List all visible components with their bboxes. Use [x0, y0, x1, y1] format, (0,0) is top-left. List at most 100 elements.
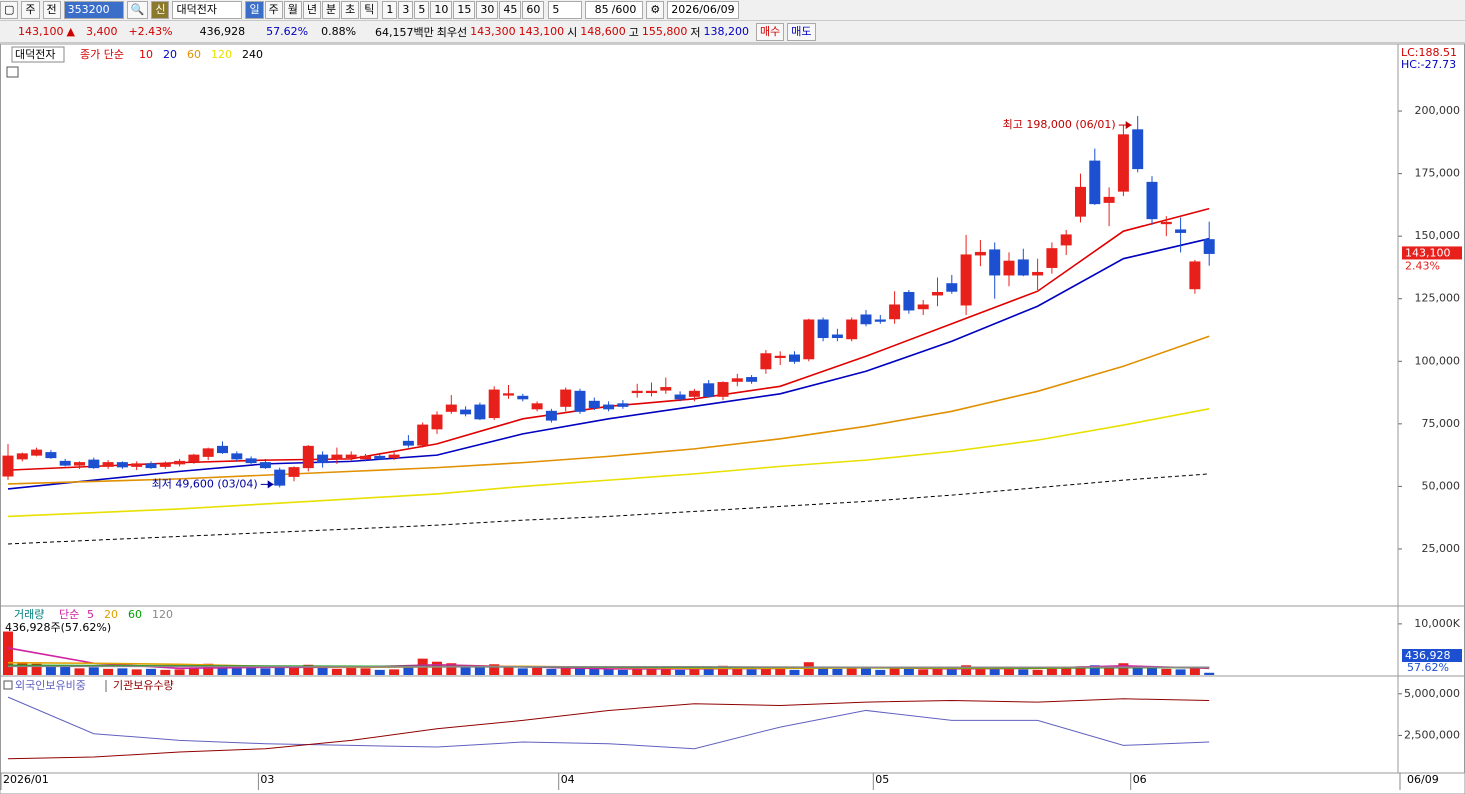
- period-button[interactable]: 일: [245, 1, 264, 19]
- period-button[interactable]: 60: [522, 1, 545, 19]
- candle-body: [646, 390, 657, 394]
- candle-body: [1017, 259, 1029, 276]
- candle-body: [874, 319, 886, 322]
- best-label: 최우선: [436, 25, 468, 39]
- annotation: 최저 49,600 (03/04): [152, 477, 258, 490]
- period-button[interactable]: 1: [382, 1, 398, 19]
- volume-bar: [446, 663, 457, 675]
- candle-body: [974, 251, 986, 256]
- search-button[interactable]: 🔍: [126, 1, 149, 19]
- count-input[interactable]: 5: [548, 1, 583, 19]
- y-tick-label: 175,000: [1415, 167, 1461, 180]
- sell-button[interactable]: 매도: [787, 22, 816, 41]
- period-button[interactable]: 30: [476, 1, 499, 19]
- volume-bar: [617, 669, 628, 675]
- candle-body: [1203, 239, 1215, 254]
- period-button[interactable]: 분: [321, 1, 341, 19]
- code-input[interactable]: 353200: [63, 1, 124, 19]
- volume-bar: [789, 669, 800, 675]
- candle-body: [445, 404, 457, 412]
- candle-body: [31, 449, 43, 456]
- volume-bar: [360, 668, 371, 675]
- turnover: 0.88%: [321, 25, 357, 38]
- volume-bar: [975, 667, 986, 675]
- volume-bar: [775, 668, 786, 675]
- prev-button[interactable]: 전: [42, 1, 61, 19]
- last-price: 143,100: [1405, 246, 1451, 259]
- x-end-label: 06/09: [1407, 773, 1439, 786]
- volume-bar: [1075, 666, 1086, 675]
- legend-title: 거래량: [14, 608, 44, 621]
- volume-bar: [1204, 672, 1215, 675]
- market-select[interactable]: 주: [21, 1, 40, 19]
- candle-body: [1175, 229, 1187, 233]
- volume-bar: [103, 668, 114, 675]
- candle-body: [817, 319, 829, 339]
- candle-body: [917, 304, 929, 310]
- change: 3,400: [85, 25, 118, 38]
- candle-body: [674, 394, 686, 400]
- period-button[interactable]: 주: [264, 1, 283, 19]
- candle-body: [116, 462, 128, 468]
- period-button[interactable]: 15: [453, 1, 476, 19]
- volume-bar: [603, 669, 614, 675]
- period-button[interactable]: 틱: [360, 1, 379, 19]
- candle-body: [88, 459, 100, 469]
- y-tick-label: 125,000: [1415, 292, 1461, 305]
- chart-bg: [0, 44, 1465, 794]
- menu-icon[interactable]: ▢: [0, 1, 19, 19]
- candle-body: [1032, 271, 1044, 276]
- candle-body: [45, 452, 57, 459]
- candle-body: [545, 410, 557, 421]
- volume-bar: [88, 667, 99, 675]
- annotation: 최고 198,000 (06/01): [1003, 118, 1116, 131]
- volume-bar: [331, 668, 342, 675]
- moving-average: [7, 473, 1210, 545]
- candle-body: [574, 390, 586, 412]
- period-button[interactable]: 월: [283, 1, 302, 19]
- bid: 143,100: [518, 25, 565, 38]
- volume-bar: [146, 668, 156, 675]
- candle-body: [74, 462, 85, 466]
- candle-body: [460, 409, 472, 415]
- candle-body: [259, 462, 271, 469]
- date-input[interactable]: 2026/06/09: [667, 1, 739, 19]
- candle-body: [202, 448, 214, 457]
- candle-body: [1117, 134, 1129, 192]
- candle-body: [803, 319, 815, 360]
- buy-button[interactable]: 매수: [756, 22, 785, 41]
- legend-icon: [6, 66, 19, 78]
- candle-body: [517, 395, 529, 400]
- volume-bar: [1132, 665, 1143, 675]
- period-button[interactable]: 5: [414, 1, 430, 19]
- new-badge[interactable]: 신: [151, 1, 170, 19]
- candle-body: [531, 403, 543, 410]
- volume-bar: [174, 669, 185, 675]
- legend-item: 20: [163, 48, 177, 61]
- period-button[interactable]: 10: [430, 1, 453, 19]
- candle-body: [1189, 261, 1201, 290]
- volume-bar: [374, 669, 385, 675]
- legend-item: 60: [187, 48, 201, 61]
- change-pct: +2.43%: [128, 25, 173, 38]
- candle-body: [889, 304, 901, 320]
- tool-button[interactable]: ⚙: [646, 1, 665, 19]
- period-button[interactable]: 45: [499, 1, 522, 19]
- volume-bar: [489, 664, 500, 675]
- period-button[interactable]: 년: [302, 1, 321, 19]
- volume-bar: [460, 665, 471, 675]
- volume-bar: [17, 662, 28, 675]
- volume-bar: [532, 667, 543, 675]
- candle-body: [131, 463, 143, 467]
- period-button[interactable]: 초: [341, 1, 360, 19]
- volume-bar: [832, 668, 843, 675]
- annotation-arrowhead: [1125, 121, 1132, 130]
- moving-average: [8, 665, 1210, 669]
- candle-body: [960, 254, 972, 306]
- candle-body: [159, 463, 171, 467]
- period-button[interactable]: 3: [398, 1, 414, 19]
- candle-body: [560, 389, 572, 407]
- candle-body: [331, 454, 343, 460]
